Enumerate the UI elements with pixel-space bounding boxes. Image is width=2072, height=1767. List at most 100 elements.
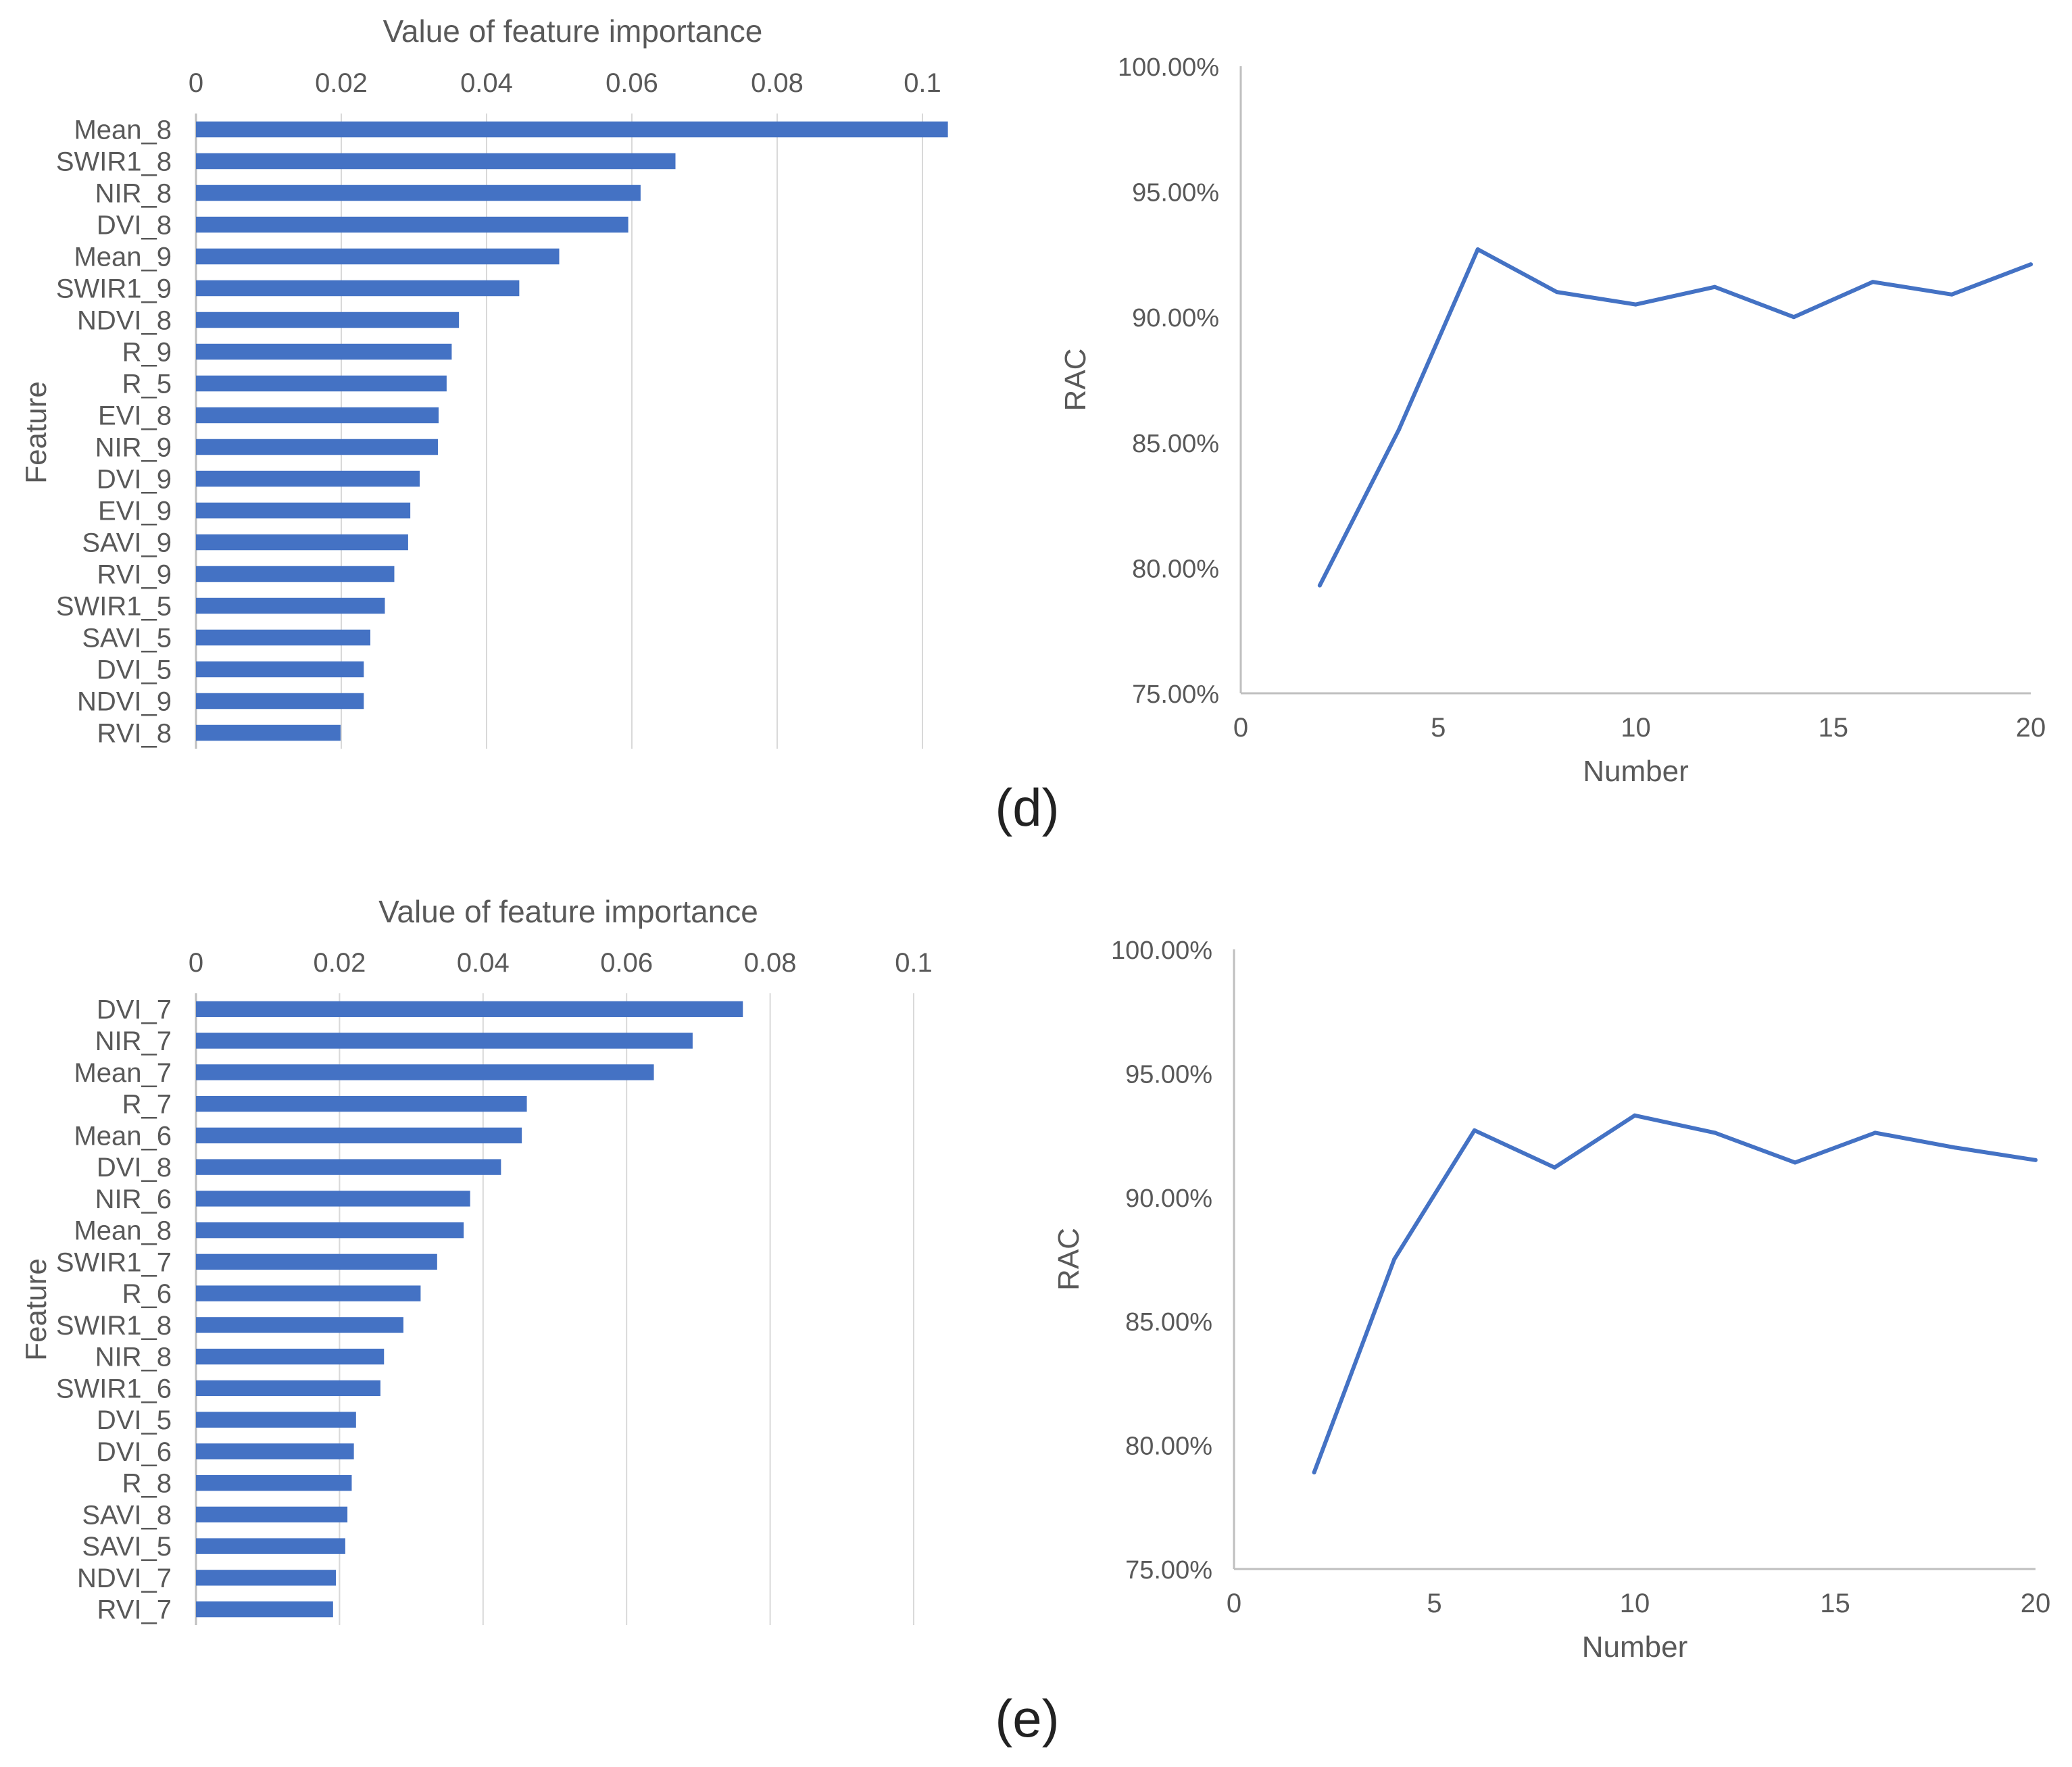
bar bbox=[196, 1380, 380, 1397]
y-tick-label: 85.00% bbox=[1125, 1308, 1212, 1337]
data-point bbox=[1793, 1160, 1798, 1165]
data-point bbox=[1475, 247, 1480, 251]
bar bbox=[196, 1285, 421, 1301]
category-label: SWIR1_5 bbox=[56, 592, 172, 622]
bar bbox=[196, 439, 438, 455]
x-tick-label: 0.08 bbox=[751, 68, 804, 98]
category-label: RVI_8 bbox=[97, 719, 172, 749]
bar bbox=[196, 470, 420, 487]
chart-title: Value of feature importance bbox=[378, 894, 758, 929]
data-point bbox=[1873, 1130, 1877, 1135]
category-label: R_8 bbox=[122, 1469, 172, 1499]
bar bbox=[196, 1191, 470, 1207]
category-label: SWIR1_8 bbox=[56, 1311, 172, 1341]
x-axis-title: Number bbox=[1582, 1631, 1688, 1664]
y-axis-title: RAC bbox=[1052, 1228, 1085, 1291]
data-point bbox=[1392, 1257, 1397, 1262]
bar bbox=[196, 1001, 743, 1018]
bar bbox=[196, 1474, 352, 1491]
y-tick-label: 75.00% bbox=[1125, 1556, 1212, 1585]
bar bbox=[196, 1253, 437, 1270]
y-axis-title: Feature bbox=[20, 1258, 53, 1361]
category-label: R_5 bbox=[122, 370, 172, 399]
chart-title: Value of feature importance bbox=[383, 14, 763, 49]
bar bbox=[196, 121, 948, 138]
bar bbox=[196, 724, 341, 741]
y-tick-label: 85.00% bbox=[1132, 430, 1219, 458]
y-axis-title: Feature bbox=[20, 381, 53, 484]
panel-label-e: (e) bbox=[995, 1689, 1059, 1748]
y-tick-label: 95.00% bbox=[1132, 179, 1219, 207]
category-label: EVI_9 bbox=[98, 497, 172, 526]
category-label: DVI_5 bbox=[97, 655, 172, 685]
category-label: Mean_6 bbox=[74, 1121, 172, 1151]
data-point bbox=[1712, 1130, 1717, 1135]
data-point bbox=[1317, 583, 1322, 588]
data-point bbox=[1712, 284, 1717, 289]
data-point bbox=[1312, 1470, 1316, 1474]
y-tick-label: 100.00% bbox=[1111, 937, 1212, 965]
x-tick-label: 0.02 bbox=[313, 948, 366, 978]
bar bbox=[196, 153, 676, 170]
category-label: SAVI_8 bbox=[82, 1500, 172, 1530]
data-point bbox=[2029, 262, 2033, 267]
bar bbox=[196, 1506, 348, 1523]
bar bbox=[196, 1348, 385, 1365]
x-tick-label: 0 bbox=[1233, 713, 1248, 743]
y-tick-label: 75.00% bbox=[1132, 680, 1219, 709]
feature-importance-chart-e: Value of feature importance 0 0.02 0.04 0.06… bbox=[20, 894, 933, 1625]
x-tick-label: 20 bbox=[2021, 1589, 2051, 1618]
bar bbox=[196, 1127, 522, 1144]
category-label: SWIR1_7 bbox=[56, 1247, 172, 1277]
rac-line-chart-d: 75.00% 80.00% 85.00% 90.00% 95.00% 100.00% 0 5 1… bbox=[1059, 53, 2046, 788]
x-tick-label: 0.1 bbox=[904, 68, 941, 98]
category-label: R_9 bbox=[122, 338, 172, 368]
category-label: EVI_8 bbox=[98, 401, 172, 431]
category-label: Mean_7 bbox=[74, 1058, 172, 1088]
y-tick-label: 100.00% bbox=[1118, 53, 1219, 82]
x-axis-title: Number bbox=[1583, 755, 1689, 788]
bar bbox=[196, 1222, 464, 1239]
x-tick-label: 20 bbox=[2016, 713, 2046, 743]
bar bbox=[196, 693, 364, 710]
category-label: NIR_8 bbox=[95, 1343, 172, 1372]
category-label: SAVI_5 bbox=[82, 1532, 172, 1562]
rac-line-chart-e: 75.00% 80.00% 85.00% 90.00% 95.00% 100.00% 0 5 1… bbox=[1052, 937, 2050, 1664]
bar bbox=[196, 534, 408, 551]
category-label: SWIR1_8 bbox=[56, 147, 172, 177]
x-tick-label: 0.1 bbox=[895, 948, 933, 978]
x-tick-label: 10 bbox=[1620, 1589, 1650, 1618]
bar bbox=[196, 661, 364, 678]
bar bbox=[196, 502, 411, 519]
data-point bbox=[1953, 1145, 1958, 1150]
category-label: NIR_7 bbox=[95, 1026, 172, 1056]
data-point bbox=[1554, 290, 1559, 295]
bar bbox=[196, 597, 385, 614]
data-point bbox=[1633, 302, 1638, 307]
x-tick-label: 5 bbox=[1431, 713, 1446, 743]
category-label: NIR_9 bbox=[95, 433, 172, 463]
y-tick-label: 95.00% bbox=[1125, 1060, 1212, 1089]
data-point bbox=[1552, 1165, 1557, 1170]
bar bbox=[196, 375, 447, 392]
category-label: SAVI_5 bbox=[82, 624, 172, 653]
category-label: DVI_7 bbox=[97, 995, 172, 1024]
x-tick-label: 15 bbox=[1819, 713, 1849, 743]
category-label: Mean_8 bbox=[74, 116, 172, 145]
bar bbox=[196, 1570, 337, 1586]
y-axis-title: RAC bbox=[1059, 349, 1092, 412]
bar bbox=[196, 216, 628, 233]
bar bbox=[196, 312, 460, 328]
data-point bbox=[1792, 315, 1796, 320]
bar bbox=[196, 1412, 356, 1428]
bar bbox=[196, 1032, 693, 1049]
x-tick-label: 10 bbox=[1621, 713, 1651, 743]
category-label: NDVI_9 bbox=[77, 687, 172, 717]
data-point bbox=[1472, 1128, 1477, 1133]
bar bbox=[196, 280, 520, 297]
y-tick-label: 80.00% bbox=[1132, 555, 1219, 583]
bar bbox=[196, 566, 395, 582]
category-label: Mean_8 bbox=[74, 1216, 172, 1246]
x-tick-label: 0 bbox=[189, 948, 203, 978]
